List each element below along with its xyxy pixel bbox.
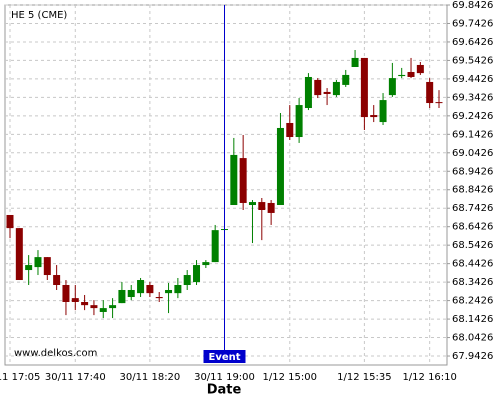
y-tick-label: 69.5426 xyxy=(452,55,493,66)
y-tick-label: 69.0426 xyxy=(452,148,493,159)
x-tick-label: 30/11 17:40 xyxy=(45,372,106,383)
candle-body xyxy=(109,305,117,309)
y-tick-label: 69.8426 xyxy=(452,0,493,11)
x-tick-label: 1/12 15:35 xyxy=(337,372,391,383)
candle-body xyxy=(230,154,238,206)
event-box xyxy=(203,350,246,363)
candle-body xyxy=(15,228,23,281)
candle-body xyxy=(426,81,434,104)
chart-title: HE 5 (CME) xyxy=(11,10,67,21)
candle-body xyxy=(53,275,61,286)
candle-body xyxy=(435,102,443,104)
candle-body xyxy=(71,298,79,303)
candle-body xyxy=(193,265,201,283)
candle-body xyxy=(118,289,126,304)
candle-body xyxy=(416,64,424,74)
candle-body xyxy=(370,115,378,118)
y-tick-label: 68.3426 xyxy=(452,277,493,288)
candle-body xyxy=(248,202,256,206)
y-tick-label: 67.9426 xyxy=(452,351,493,362)
candle-body xyxy=(407,71,415,77)
candle-body xyxy=(34,257,42,268)
candle-body xyxy=(351,57,359,68)
y-tick-label: 69.1426 xyxy=(452,129,493,140)
x-tick-label: 1/12 15:00 xyxy=(263,372,317,383)
y-tick-label: 68.0426 xyxy=(452,333,493,344)
y-tick-label: 69.4426 xyxy=(452,74,493,85)
candle-body xyxy=(295,105,303,138)
candle-body xyxy=(379,100,387,123)
candle-body xyxy=(304,76,312,109)
candle-body xyxy=(360,57,368,118)
y-tick-label: 68.1426 xyxy=(452,314,493,325)
y-tick-label: 68.7426 xyxy=(452,203,493,214)
candle-body xyxy=(146,285,154,294)
y-tick-label: 68.2426 xyxy=(452,296,493,307)
candle-body xyxy=(90,305,98,309)
plot-area xyxy=(4,4,448,366)
candle-body xyxy=(388,78,396,96)
candle-body xyxy=(323,91,331,94)
y-tick-label: 68.5426 xyxy=(452,240,493,251)
x-tick-label: 1/12 16:10 xyxy=(402,372,456,383)
candle-body xyxy=(267,202,275,213)
candle-body xyxy=(165,289,173,294)
candle-body xyxy=(137,280,145,294)
candle-body xyxy=(127,289,135,298)
x-tick-label: 30/11 18:20 xyxy=(119,372,180,383)
y-tick-label: 68.6426 xyxy=(452,222,493,233)
candle-body xyxy=(258,202,266,210)
y-tick-label: 68.9426 xyxy=(452,166,493,177)
candle-body xyxy=(398,74,406,77)
candle-body xyxy=(62,285,70,303)
candle-body xyxy=(211,230,219,263)
candle-body xyxy=(174,285,182,294)
x-axis-title: Date xyxy=(207,383,242,398)
candle-body xyxy=(314,79,322,96)
candle-body xyxy=(286,122,294,138)
event-label: Event xyxy=(208,352,240,363)
candle-body xyxy=(99,308,107,312)
x-tick-label: 30/11 19:00 xyxy=(194,372,255,383)
candle-body xyxy=(332,81,340,96)
candle-body xyxy=(342,74,350,85)
y-tick-label: 68.8426 xyxy=(452,185,493,196)
y-tick-label: 69.3426 xyxy=(452,92,493,103)
candle-body xyxy=(6,214,14,229)
candle-body xyxy=(183,275,191,286)
candle-body xyxy=(276,127,284,206)
y-tick-label: 68.4426 xyxy=(452,259,493,270)
y-tick-label: 69.6426 xyxy=(452,37,493,48)
x-tick-label: 30/11 17:05 xyxy=(0,372,40,383)
candle-body xyxy=(43,257,51,276)
candle-body xyxy=(239,158,247,203)
y-tick-label: 69.7426 xyxy=(452,18,493,29)
y-tick-label: 69.2426 xyxy=(452,111,493,122)
candle-body xyxy=(25,265,33,271)
candle-body xyxy=(202,262,210,266)
candle-body xyxy=(155,297,163,299)
watermark: www.delkos.com xyxy=(14,348,97,359)
candle-body xyxy=(81,302,89,306)
